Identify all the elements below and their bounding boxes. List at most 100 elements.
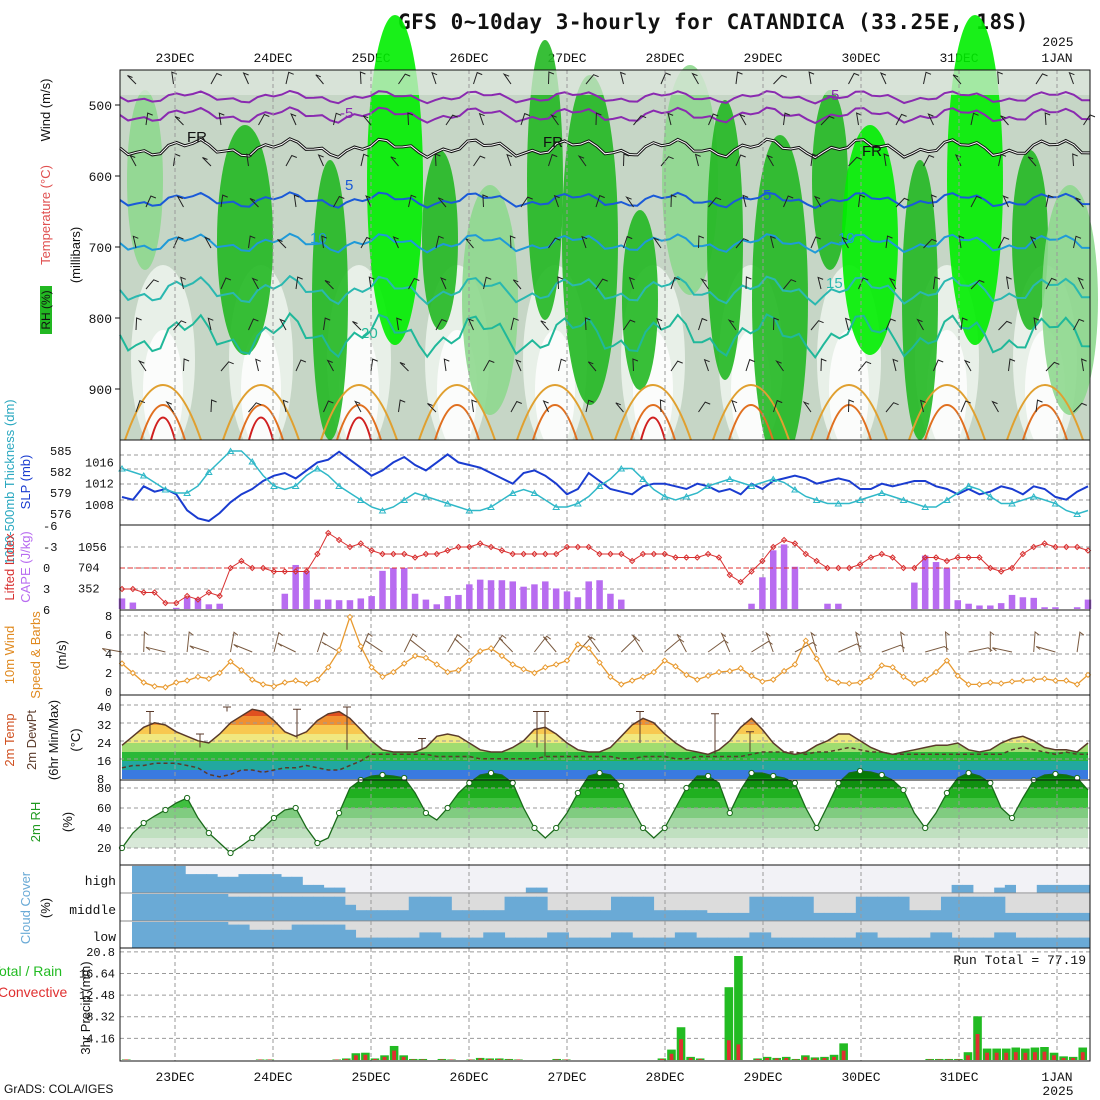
wind-barb bbox=[333, 112, 342, 126]
wind-barb bbox=[773, 74, 787, 85]
cloud-cell bbox=[525, 896, 537, 921]
lifted-index-point bbox=[422, 550, 430, 558]
moist-column bbox=[422, 150, 458, 330]
precip-convective-bar bbox=[401, 1056, 406, 1060]
rh2m-tick-label: 20 bbox=[97, 842, 111, 856]
cloud-cell bbox=[1047, 937, 1059, 948]
lifted-index-point bbox=[173, 599, 180, 607]
thickness-point bbox=[877, 489, 886, 496]
wind-barb bbox=[321, 235, 327, 249]
lifted-index-point bbox=[433, 550, 440, 558]
cloud-cell bbox=[227, 924, 239, 948]
cloud-cell bbox=[1047, 912, 1059, 921]
thickness-point bbox=[791, 486, 799, 493]
contour-minus10 bbox=[119, 89, 1091, 105]
wind-speed-point bbox=[856, 679, 864, 686]
temperature-axis-label: Temperature (°C) bbox=[38, 165, 53, 265]
cloud-cell bbox=[1004, 932, 1016, 948]
cloud-cell bbox=[227, 896, 239, 921]
wind-speed-point bbox=[118, 660, 126, 667]
lifted-index-point bbox=[770, 543, 777, 551]
moist-column bbox=[752, 135, 808, 465]
surface-wind-barb bbox=[944, 630, 950, 653]
surface-wind-barb bbox=[365, 640, 383, 653]
precip-convective-bar bbox=[765, 1057, 770, 1060]
contour-25 bbox=[712, 384, 790, 441]
cape-bar bbox=[1073, 607, 1081, 609]
cape-bar bbox=[357, 598, 365, 609]
cloud-cell bbox=[387, 937, 399, 948]
wind-speed-point bbox=[249, 676, 256, 683]
wind-barb bbox=[434, 153, 441, 167]
cape-bar bbox=[476, 579, 484, 609]
dry-core bbox=[339, 330, 379, 450]
cloud-cell bbox=[408, 896, 420, 921]
cloud-cell bbox=[174, 866, 186, 893]
moist-column bbox=[947, 15, 1003, 345]
cloud-cell bbox=[376, 910, 388, 921]
wind-barb bbox=[359, 71, 366, 85]
cloud-cell bbox=[312, 884, 325, 893]
wind-barb bbox=[615, 402, 624, 413]
rh2m-point bbox=[335, 809, 343, 817]
precip-convective-bar bbox=[420, 1059, 425, 1060]
cloud-cell bbox=[685, 932, 697, 948]
wind-barb bbox=[315, 74, 324, 85]
cape-bar bbox=[1052, 607, 1059, 609]
upper-dry-layer bbox=[120, 70, 1090, 95]
dry-core bbox=[241, 330, 281, 450]
cloud-cell bbox=[983, 896, 995, 921]
wind-speed-point bbox=[628, 677, 636, 684]
dry-core bbox=[829, 330, 869, 450]
cloud-cell bbox=[185, 894, 197, 921]
wind-barb bbox=[670, 194, 677, 208]
surface-wind-barb bbox=[102, 648, 123, 653]
wind-barb bbox=[202, 157, 212, 167]
cape-bar bbox=[780, 544, 788, 609]
wind-barb bbox=[1029, 236, 1037, 249]
wind-barb bbox=[585, 399, 594, 413]
wind-barb bbox=[670, 360, 683, 372]
wind-barb bbox=[165, 401, 174, 413]
wind-speed-point bbox=[281, 679, 289, 686]
wind-barb bbox=[258, 113, 270, 126]
cloud-cell bbox=[398, 910, 410, 921]
contour-25 bbox=[320, 384, 398, 441]
moist-column bbox=[622, 210, 658, 390]
wind-speed-point bbox=[194, 673, 202, 681]
credit-text: GrADS: COLA/IGES bbox=[4, 1082, 114, 1096]
precip-convective-bar bbox=[927, 1059, 932, 1060]
lifted-index-point bbox=[737, 578, 744, 586]
precip-convective-bar bbox=[784, 1057, 789, 1060]
moist-column bbox=[562, 75, 618, 405]
cloud-cell bbox=[589, 937, 601, 948]
rh2m-point bbox=[835, 779, 842, 787]
surface-wind-barb bbox=[534, 635, 551, 653]
wind-barb bbox=[963, 359, 972, 372]
wind-speed-point bbox=[715, 668, 723, 676]
wind-barb bbox=[970, 112, 979, 126]
cloud-row-label: low bbox=[93, 930, 117, 945]
cloud-cell bbox=[153, 922, 165, 948]
wind-speed-point bbox=[921, 676, 929, 683]
contour-5 bbox=[119, 191, 1091, 210]
wind-barb bbox=[392, 236, 399, 249]
wind-barb bbox=[708, 197, 722, 208]
cloud-cell bbox=[642, 937, 655, 948]
thickness-point bbox=[617, 465, 626, 472]
wind-barb bbox=[731, 399, 738, 413]
rh2m-point bbox=[705, 772, 712, 780]
dry-core bbox=[535, 330, 575, 450]
cloud-cell bbox=[142, 894, 154, 921]
lifted-index-point bbox=[303, 568, 310, 575]
cape-bar bbox=[173, 607, 180, 609]
cape-bar bbox=[965, 603, 972, 609]
cape-bar bbox=[835, 603, 842, 609]
cape-bar bbox=[943, 567, 951, 609]
lifted-index-point bbox=[878, 550, 885, 558]
lifted-index-point bbox=[835, 564, 842, 572]
rh2m-point bbox=[401, 774, 408, 782]
wind-barb bbox=[1073, 318, 1085, 331]
wind-speed-point bbox=[1008, 678, 1016, 685]
wind-barb bbox=[443, 358, 450, 372]
